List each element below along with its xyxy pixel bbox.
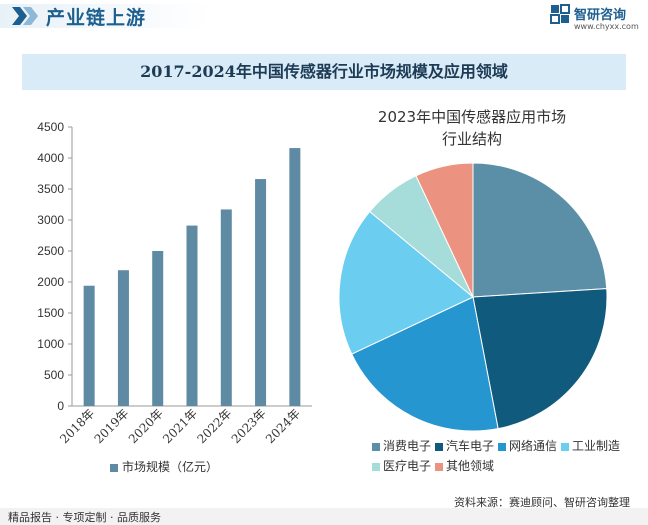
bar-legend-swatch	[110, 463, 118, 472]
pie-legend-label: 网络通信	[509, 439, 558, 453]
x-tick-label: 2019年	[92, 406, 132, 446]
pie-legend-label: 医疗电子	[383, 459, 432, 473]
pie-legend-swatch	[435, 462, 444, 471]
pie-legend-swatch	[498, 442, 507, 451]
x-tick-label: 2023年	[229, 406, 269, 446]
brand: 智研咨询 www.chyxx.com	[550, 2, 640, 36]
y-tick-label: 3000	[37, 213, 64, 227]
pie-legend-swatch	[435, 442, 444, 451]
bar	[117, 270, 129, 406]
y-tick-label: 2500	[37, 244, 64, 258]
pie-slice	[351, 296, 499, 432]
y-tick-label: 4500	[37, 120, 64, 134]
y-tick-label: 2000	[37, 275, 64, 289]
pie-legend-label: 消费电子	[383, 439, 432, 453]
pie-legend-item: 医疗电子	[372, 456, 431, 476]
section-title: 产业链上游	[46, 7, 147, 29]
pie-legend-label: 工业制造	[572, 439, 621, 453]
y-tick-label: 0	[57, 399, 64, 413]
pie-slice	[472, 162, 608, 298]
bar-legend-label: 市场规模（亿元）	[122, 460, 219, 474]
y-tick-label: 1000	[37, 337, 64, 351]
chart-title-band: 2017-2024年中国传感器行业市场规模及应用领域	[22, 54, 626, 90]
brand-url: www.chyxx.com	[574, 22, 639, 31]
bar	[186, 225, 198, 406]
bar-legend: 市场规模（亿元）	[110, 458, 218, 475]
footer-text: 精品报告 · 专项定制 · 品质服务	[8, 511, 161, 524]
chart-title: 2017-2024年中国传感器行业市场规模及应用领域	[140, 62, 508, 81]
pie-legend-item: 其他领域	[435, 456, 494, 476]
x-tick-label: 2020年	[126, 406, 166, 446]
pie-slice	[415, 162, 474, 298]
x-tick-label: 2021年	[160, 406, 200, 446]
source-note: 资料来源：赛迪顾问、智研咨询整理	[454, 496, 630, 509]
brand-logo-icon	[550, 4, 570, 24]
pie-legend-swatch	[372, 462, 380, 471]
pie-title-line: 行业结构	[442, 130, 502, 148]
footer: 精品报告 · 专项定制 · 品质服务	[0, 508, 648, 525]
pie-legend-label: 其他领域	[446, 459, 495, 473]
bar	[152, 251, 164, 406]
x-tick-label: 2024年	[263, 406, 303, 446]
pie-legend-item: 汽车电子	[435, 436, 494, 456]
bar	[255, 179, 267, 406]
bar	[289, 148, 301, 406]
pie-legend-item: 消费电子	[372, 436, 431, 456]
pie-legend-label: 汽车电子	[446, 439, 495, 453]
pie-legend-item: 网络通信	[498, 436, 557, 456]
double-chevron-icon	[12, 7, 38, 25]
pie-legend-swatch	[372, 442, 380, 451]
x-tick-label: 2022年	[194, 406, 234, 446]
y-tick-label: 3500	[37, 182, 64, 196]
brand-name: 智研咨询	[574, 8, 627, 23]
bar	[83, 285, 95, 406]
pie-title-line: 2023年中国传感器应用市场	[378, 108, 566, 126]
pie-slice	[472, 288, 608, 430]
pie-legend: 消费电子 汽车电子 网络通信 工业制造医疗电子 其他领域	[372, 436, 632, 476]
y-tick-label: 1500	[37, 306, 64, 320]
y-tick-label: 4000	[37, 151, 64, 165]
header: 产业链上游 智研咨询 www.chyxx.com	[0, 0, 648, 34]
bar	[220, 209, 232, 406]
y-tick-label: 500	[44, 368, 64, 382]
pie-slice	[338, 210, 474, 355]
pie-legend-swatch	[561, 442, 570, 451]
bar-chart: 0500100015002000250030003500400045002018…	[37, 120, 312, 446]
pie-legend-item: 工业制造	[561, 436, 620, 456]
